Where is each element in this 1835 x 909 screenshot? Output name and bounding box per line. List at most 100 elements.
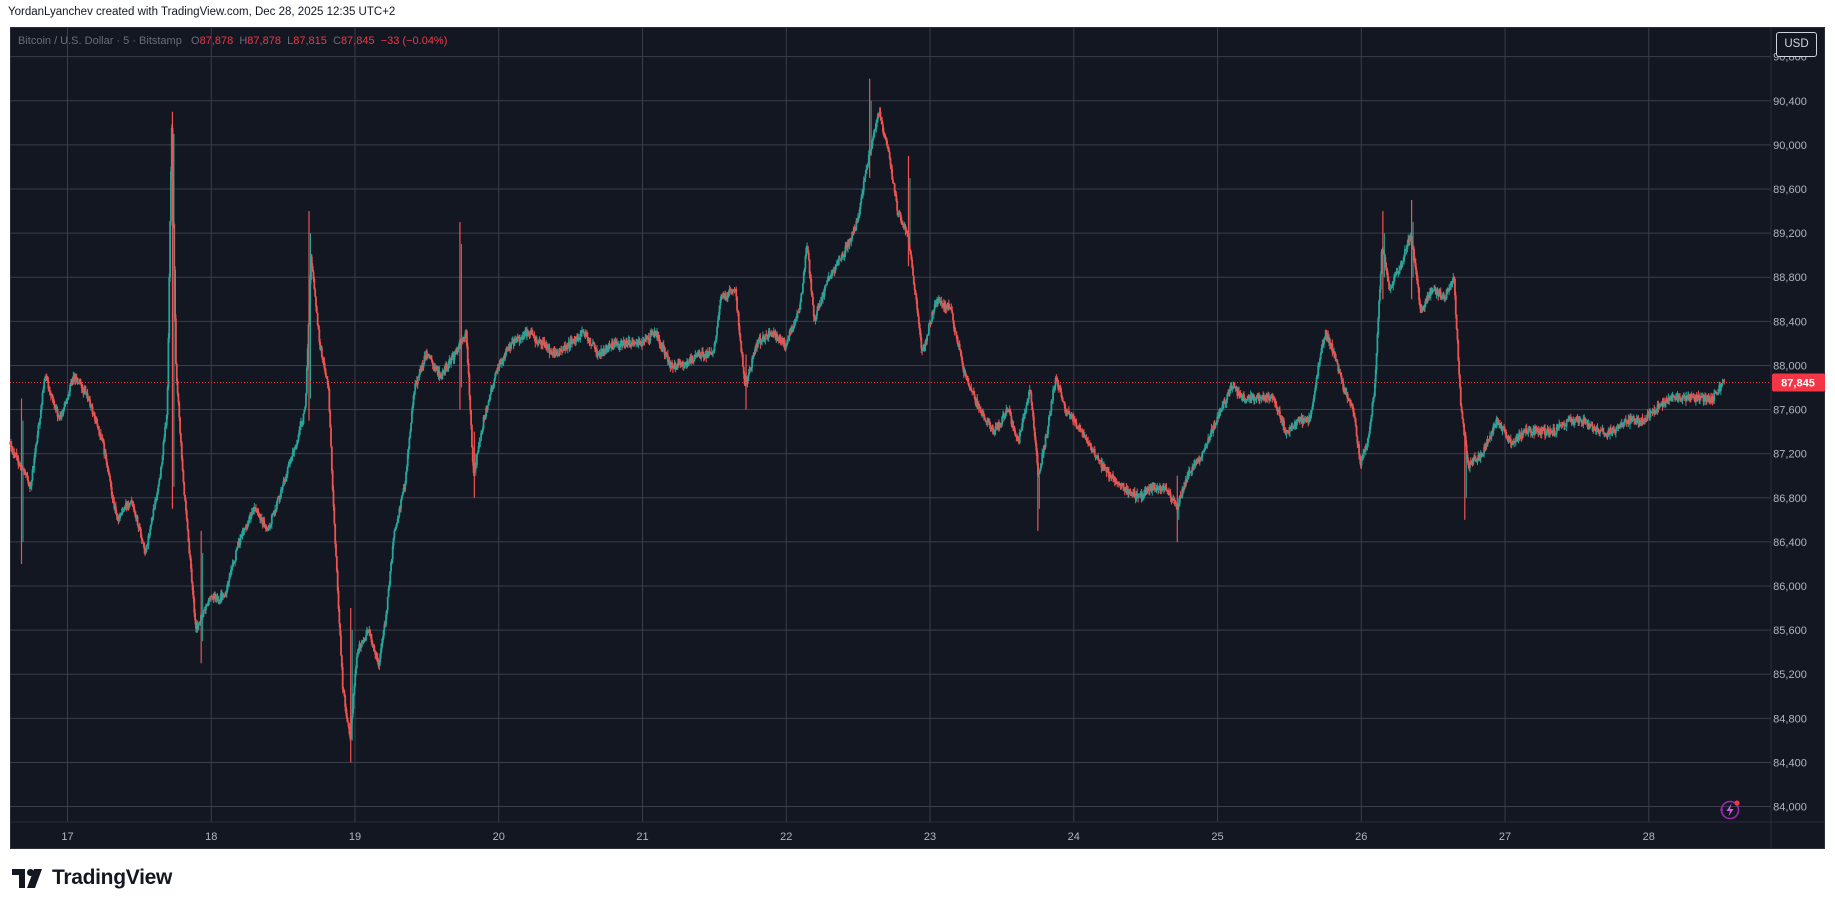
candle-body bbox=[1720, 383, 1723, 385]
candle-body bbox=[63, 406, 66, 411]
candle-body bbox=[263, 520, 266, 526]
candle-body bbox=[1303, 418, 1305, 422]
candle-body bbox=[1366, 442, 1369, 447]
candle-body bbox=[1569, 417, 1572, 423]
tradingview-logo[interactable]: TradingView bbox=[12, 866, 172, 890]
candle-body bbox=[1449, 282, 1452, 290]
candle-body bbox=[185, 510, 188, 520]
candle-body bbox=[1032, 410, 1034, 417]
candle-body bbox=[1469, 462, 1471, 468]
candle-body bbox=[650, 332, 653, 334]
candle-body bbox=[432, 364, 435, 370]
open-value: 87,878 bbox=[199, 35, 234, 47]
candle-body bbox=[1123, 487, 1125, 491]
candle-body bbox=[994, 426, 997, 432]
candle-body bbox=[1671, 395, 1674, 402]
candle-body bbox=[523, 333, 526, 336]
candle-body bbox=[335, 556, 338, 571]
candle-body bbox=[1045, 435, 1048, 437]
candle-body bbox=[635, 341, 638, 344]
candle-body bbox=[1218, 411, 1220, 419]
candle-body bbox=[779, 336, 782, 341]
candle-body bbox=[654, 331, 657, 336]
candle-body bbox=[1404, 249, 1407, 251]
currency-button[interactable]: USD bbox=[1776, 32, 1817, 57]
candle-body bbox=[679, 361, 682, 365]
candle-body bbox=[593, 343, 596, 348]
y-tick-label: 90,000 bbox=[1773, 140, 1807, 152]
candle-body bbox=[321, 356, 324, 361]
candle-body bbox=[35, 442, 38, 446]
candle-body bbox=[1568, 416, 1571, 421]
candle-body bbox=[1679, 397, 1681, 399]
candle-body bbox=[447, 363, 450, 369]
candle-body bbox=[716, 327, 718, 336]
lightning-icon[interactable] bbox=[1717, 797, 1743, 823]
candle-body bbox=[611, 341, 614, 347]
candle-body bbox=[132, 505, 135, 507]
candle-body bbox=[39, 409, 42, 419]
candle-body bbox=[305, 367, 308, 394]
candle-body bbox=[676, 365, 678, 369]
candle-body bbox=[1452, 277, 1455, 283]
candle-body bbox=[1207, 438, 1210, 444]
candle-body bbox=[1161, 487, 1164, 491]
open-key: O bbox=[191, 35, 200, 47]
candle-body bbox=[1402, 261, 1405, 263]
candle-body bbox=[344, 695, 347, 707]
candle-body bbox=[1554, 433, 1557, 435]
candle-body bbox=[691, 357, 693, 360]
candle-body bbox=[1063, 402, 1066, 409]
candle-body bbox=[428, 355, 431, 356]
candle-body bbox=[924, 340, 927, 347]
candle-body bbox=[380, 643, 383, 649]
candle-body bbox=[1436, 289, 1439, 294]
candle-body bbox=[952, 320, 955, 328]
candle-body bbox=[658, 338, 661, 344]
candle-body bbox=[423, 355, 426, 365]
candle-body bbox=[292, 452, 295, 453]
candle-body bbox=[1649, 412, 1651, 417]
candle-body bbox=[179, 417, 181, 434]
candle-body bbox=[913, 284, 916, 290]
candle-body bbox=[1705, 395, 1707, 402]
candle-body bbox=[329, 410, 332, 428]
candle-body bbox=[1389, 287, 1392, 289]
candle-body bbox=[392, 538, 395, 547]
candle-body bbox=[970, 387, 973, 391]
candle-body bbox=[1183, 486, 1185, 491]
candle-body bbox=[577, 338, 580, 341]
y-tick-label: 87,600 bbox=[1773, 405, 1807, 417]
candle-body bbox=[1293, 426, 1295, 428]
candle-body bbox=[917, 309, 919, 317]
candle-body bbox=[1488, 439, 1491, 441]
candle-body bbox=[1226, 394, 1229, 400]
candle-body bbox=[799, 301, 802, 310]
candle-body bbox=[1547, 429, 1550, 436]
candle-body bbox=[546, 348, 549, 350]
candle-body bbox=[235, 548, 238, 551]
candle-body bbox=[384, 624, 387, 626]
candle-body bbox=[1308, 417, 1310, 423]
candle-body bbox=[1542, 429, 1545, 431]
candle-body bbox=[279, 497, 282, 499]
candle-body bbox=[861, 193, 864, 198]
candle-body bbox=[709, 351, 712, 353]
candle-body bbox=[648, 340, 651, 342]
candle-body bbox=[948, 307, 951, 308]
candle-body bbox=[1033, 427, 1036, 437]
candle-body bbox=[1021, 422, 1024, 431]
candle-body bbox=[313, 279, 316, 290]
candle-body bbox=[1039, 467, 1042, 472]
candle-body bbox=[874, 128, 877, 130]
candle-body bbox=[582, 331, 585, 334]
candle-body bbox=[973, 394, 976, 399]
candle-body bbox=[477, 446, 480, 452]
candle-body bbox=[741, 354, 744, 367]
candle-body bbox=[591, 343, 593, 347]
candle-body bbox=[348, 726, 351, 734]
candle-body bbox=[1709, 397, 1711, 402]
candle-body bbox=[1061, 396, 1064, 401]
candle-body bbox=[1208, 436, 1211, 439]
